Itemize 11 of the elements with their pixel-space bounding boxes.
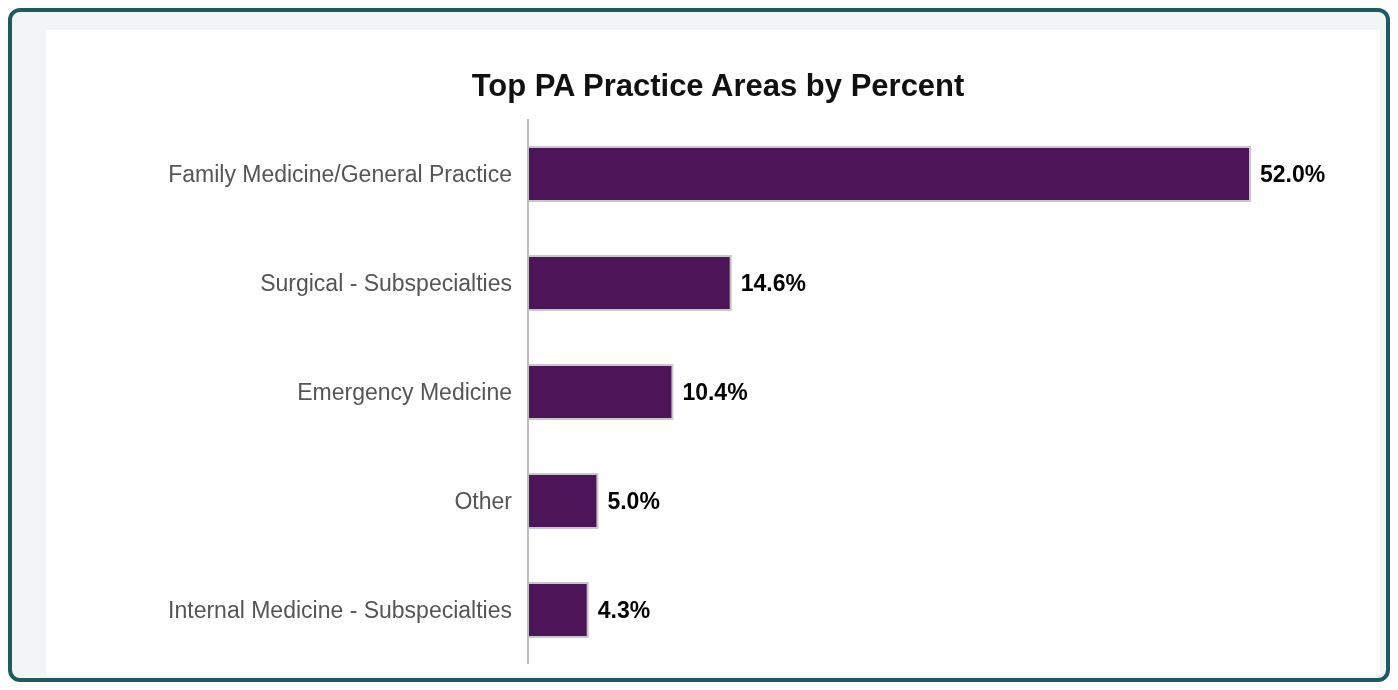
data-label: 14.6%	[740, 270, 806, 297]
data-label: 5.0%	[607, 488, 660, 515]
y-tick-label: Family Medicine/General Practice	[168, 160, 512, 187]
data-label: 10.4%	[682, 379, 748, 406]
y-tick-label: Emergency Medicine	[297, 378, 512, 405]
y-tick-label: Internal Medicine - Subspecialties	[168, 596, 512, 623]
y-tick-label: Other	[454, 487, 513, 514]
data-label: 52.0%	[1260, 161, 1326, 188]
y-tick-label: Surgical - Subspecialties	[260, 269, 512, 296]
data-label: 4.3%	[597, 597, 651, 624]
chart-title: Top PA Practice Areas by Percent	[470, 68, 966, 104]
